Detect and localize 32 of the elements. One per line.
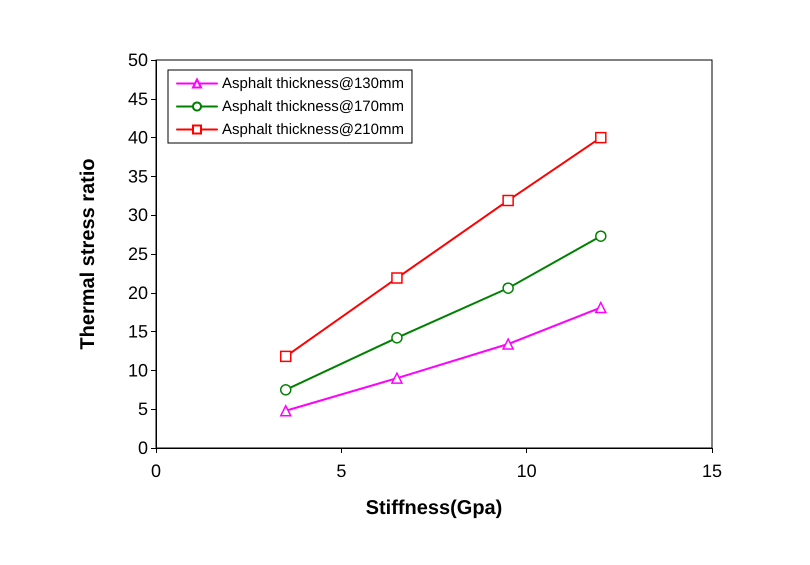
legend-label: Asphalt thickness@210mm	[222, 121, 404, 138]
y-tick-label: 0	[138, 438, 148, 458]
y-tick-label: 20	[128, 282, 148, 303]
point	[502, 194, 514, 206]
x-tick-label: 5	[336, 461, 346, 481]
y-tick-label: 25	[128, 244, 148, 264]
legend-label: Asphalt thickness@130mm	[222, 75, 404, 92]
point	[391, 272, 403, 284]
y-tick-label: 40	[128, 128, 148, 148]
point	[280, 384, 292, 396]
y-tick-label: 30	[128, 205, 148, 226]
legend-label: Asphalt thickness@170mm	[222, 98, 404, 115]
point	[391, 372, 403, 384]
point	[502, 338, 514, 350]
x-tick-label: 15	[702, 461, 722, 481]
y-tick-label: 5	[138, 399, 148, 420]
point	[280, 405, 292, 416]
y-tick-label: 15	[128, 322, 148, 342]
point	[391, 332, 403, 344]
x-tick-label: 10	[516, 461, 537, 481]
y-tick-label: 50	[128, 50, 148, 70]
y-tick-label: 35	[128, 166, 148, 186]
y-axis-title: Thermal stress ratio	[77, 158, 99, 350]
y-tick-label: 45	[128, 88, 148, 109]
point	[595, 302, 607, 314]
y-tick-label: 10	[128, 360, 148, 380]
point	[595, 132, 607, 144]
x-axis-title: Stiffness(Gpa)	[366, 497, 502, 519]
point	[595, 230, 607, 242]
point	[280, 350, 292, 362]
point	[502, 282, 514, 294]
x-tick-label: 0	[150, 461, 162, 481]
